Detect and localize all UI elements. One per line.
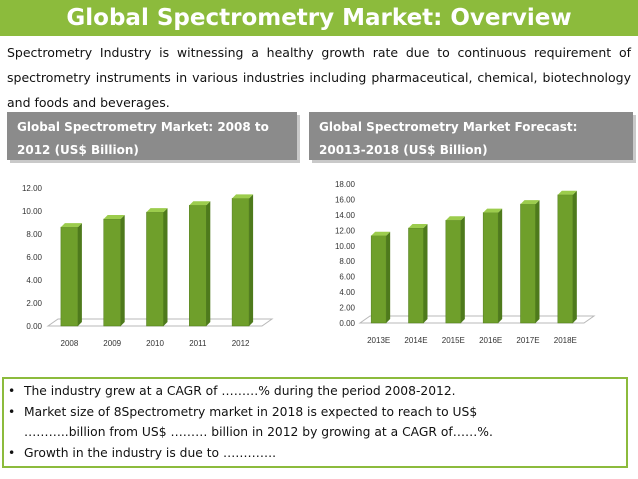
- chart1-bar: [189, 201, 211, 327]
- chart1-bar: [146, 208, 168, 327]
- chart2-ytick-label: 14.00: [335, 211, 356, 220]
- chart1-ytick-label: 12.00: [22, 184, 43, 193]
- chart1-header-line2: 2012 (US$ Billion): [17, 143, 139, 157]
- page-title: Global Spectrometry Market: Overview: [66, 5, 572, 31]
- chart2-ytick-label: 18.00: [335, 180, 356, 189]
- chart2-ytick-label: 4.00: [339, 288, 355, 297]
- bullet-dot: •: [8, 445, 16, 460]
- chart2-bar: [482, 208, 503, 324]
- chart2-bar: [520, 200, 540, 324]
- chart1-ytick-label: 10.00: [22, 207, 43, 216]
- chart1-bar: [231, 194, 254, 327]
- bullet-item-3: • Growth in the industry is due to ………….: [8, 443, 626, 464]
- bullet-text-1: The industry grew at a CAGR of ………% duri…: [24, 384, 456, 398]
- bullet-box: • The industry grew at a CAGR of ………% dur…: [2, 377, 628, 468]
- chart1-header: Global Spectrometry Market: 2008 to 2012…: [7, 112, 297, 160]
- chart1-bar-chart: 0.00 2.00 4.00 6.00 8.00 10.00 12.00 2008 2009 20…: [22, 184, 274, 348]
- chart2-ytick-label: 2.00: [339, 304, 355, 313]
- chart1-bar: [60, 223, 82, 327]
- chart1-xtick-label: 2012: [232, 339, 250, 348]
- chart2-ytick-label: 0.00: [339, 319, 355, 328]
- chart2-xtick-label: 2014E: [404, 336, 427, 345]
- chart2-header: Global Spectrometry Market Forecast: 200…: [309, 112, 633, 160]
- chart2-ytick-label: 8.00: [339, 257, 355, 266]
- chart2-ytick-label: 12.00: [335, 226, 356, 235]
- bullet-text-2-cont: ………..billion from US$ ……… billion in 201…: [24, 425, 493, 439]
- bullet-item-1: • The industry grew at a CAGR of ………% dur…: [8, 381, 626, 402]
- chart1-header-line1: Global Spectrometry Market: 2008 to: [17, 120, 269, 134]
- bullet-item-2: • Market size of 8Spectrometry market in …: [8, 402, 626, 423]
- chart2-xtick-label: 2015E: [442, 336, 465, 345]
- chart2-bar-chart: 0.00 2.00 4.00 6.00 8.00 10.00 12.00 14.00 16.00…: [335, 180, 596, 345]
- chart1-ytick-label: 6.00: [26, 253, 42, 262]
- intro-paragraph: Spectrometry Industry is witnessing a he…: [7, 45, 631, 110]
- bullet-dot: •: [8, 404, 16, 419]
- chart1-ytick-label: 4.00: [26, 276, 42, 285]
- chart2-xtick-label: 2013E: [367, 336, 390, 345]
- chart2-xtick-label: 2017E: [516, 336, 539, 345]
- chart2-bar: [557, 190, 577, 324]
- bullet-dot: •: [8, 384, 16, 398]
- chart1-ytick-label: 0.00: [26, 322, 42, 331]
- chart1-ytick-label: 2.00: [26, 299, 42, 308]
- bullet-text-3: Growth in the industry is due to ………….: [24, 445, 277, 460]
- bullet-item-2-continued: ………..billion from US$ ……… billion in 201…: [8, 422, 626, 443]
- chart2-bar: [408, 224, 428, 324]
- chart2-header-line1: Global Spectrometry Market Forecast:: [319, 120, 578, 134]
- chart2-bar: [370, 231, 391, 324]
- chart2-ytick-label: 10.00: [335, 242, 356, 251]
- chart2-ytick-label: 16.00: [335, 195, 356, 204]
- chart2-bar: [445, 216, 465, 324]
- chart1-xtick-label: 2011: [189, 339, 207, 348]
- bullet-text-2: Market size of 8Spectrometry market in 2…: [24, 404, 478, 419]
- chart1-ytick-label: 8.00: [26, 230, 42, 239]
- chart1-xtick-label: 2009: [103, 339, 121, 348]
- title-bar: Global Spectrometry Market: Overview: [0, 0, 638, 36]
- chart2-ytick-label: 6.00: [339, 273, 355, 282]
- chart1-xtick-label: 2010: [146, 339, 164, 348]
- chart2-xtick-label: 2016E: [479, 336, 502, 345]
- chart1-bar: [103, 215, 125, 327]
- chart2-header-line2: 20013-2018 (US$ Billion): [319, 143, 488, 157]
- chart2-xtick-label: 2018E: [554, 336, 577, 345]
- chart1-xtick-label: 2008: [61, 339, 79, 348]
